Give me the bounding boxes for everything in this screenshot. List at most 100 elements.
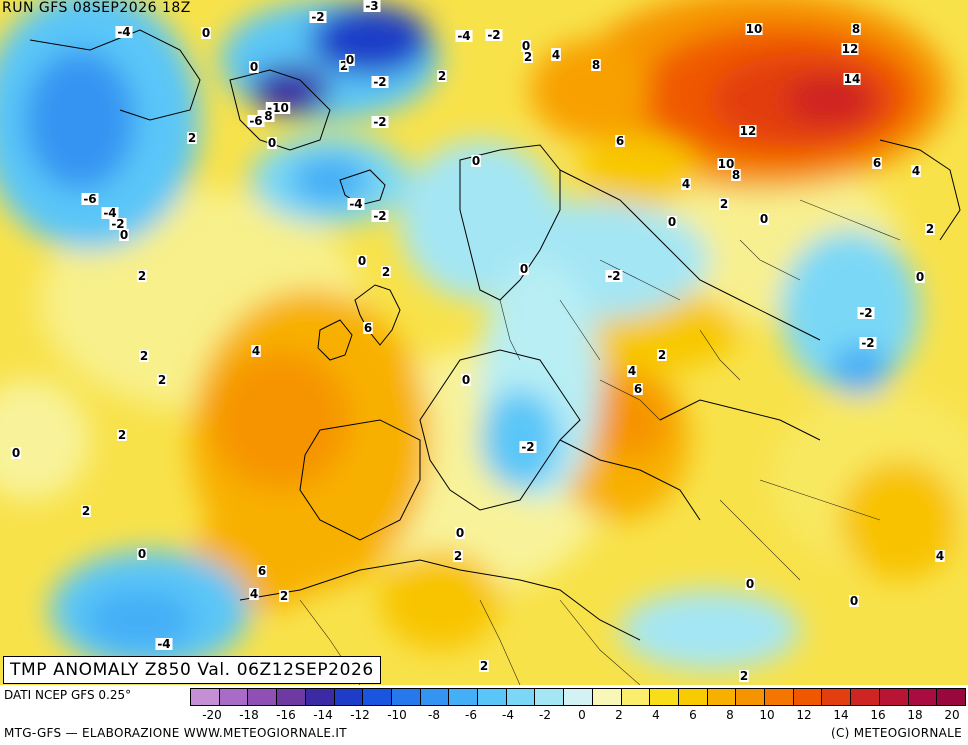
scale-swatch (363, 689, 392, 705)
contour-label: 6 (633, 382, 643, 396)
contour-label: 2 (437, 69, 447, 83)
contour-label: 4 (249, 587, 259, 601)
contour-label: -4 (115, 25, 133, 39)
scale-tick: 2 (615, 708, 623, 722)
contour-label: 0 (667, 215, 677, 229)
svg-text:0: 0 (746, 577, 754, 591)
scale-swatch (535, 689, 565, 705)
contour-label: 0 (201, 26, 211, 40)
contour-label: -2 (605, 269, 623, 283)
scale-tick: -10 (387, 708, 407, 722)
contour-label: 0 (461, 373, 471, 387)
svg-text:-2: -2 (861, 336, 874, 350)
contour-label: 4 (551, 48, 561, 62)
svg-text:0: 0 (916, 270, 924, 284)
contour-label: 0 (119, 228, 129, 242)
contour-label: -2 (371, 209, 389, 223)
svg-text:0: 0 (668, 215, 676, 229)
scale-swatch (736, 689, 766, 705)
run-title: RUN GFS 08SEP2026 18Z (2, 0, 191, 16)
contour-label: 0 (849, 594, 859, 608)
contour-label: -2 (109, 217, 127, 231)
scale-swatch (650, 689, 679, 705)
scale-swatch (793, 689, 823, 705)
contour-label: -6 (81, 192, 99, 206)
svg-text:2: 2 (140, 349, 148, 363)
svg-text:-2: -2 (607, 269, 620, 283)
contour-label: -6 (247, 114, 265, 128)
scale-swatch (277, 689, 306, 705)
svg-text:0: 0 (120, 228, 128, 242)
anomaly-field (0, 0, 968, 670)
scale-swatch (937, 689, 965, 705)
scale-swatch (478, 689, 507, 705)
credit-line: MTG-GFS — ELABORAZIONE WWW.METEOGIORNALE… (4, 726, 347, 740)
scale-swatch (879, 689, 909, 705)
svg-text:-4: -4 (117, 25, 130, 39)
scale-tick: 14 (833, 708, 849, 722)
svg-text:2: 2 (340, 59, 348, 73)
svg-text:10: 10 (718, 157, 735, 171)
contour-label: 0 (345, 53, 355, 67)
contour-label: 14 (843, 72, 861, 86)
svg-text:2: 2 (658, 348, 666, 362)
scale-swatch (449, 689, 479, 705)
svg-text:0: 0 (522, 39, 530, 53)
scale-tick: -16 (276, 708, 296, 722)
svg-text:10: 10 (746, 22, 763, 36)
data-source: DATI NCEP GFS 0.25° (4, 688, 132, 702)
svg-text:2: 2 (118, 428, 126, 442)
svg-text:2: 2 (188, 131, 196, 145)
svg-text:0: 0 (520, 262, 528, 276)
contour-label: -2 (371, 75, 389, 89)
contour-label: 6 (872, 156, 882, 170)
svg-text:2: 2 (158, 373, 166, 387)
contour-label: -4 (155, 637, 173, 651)
svg-text:4: 4 (252, 344, 260, 358)
contour-label: 12 (841, 42, 859, 56)
contour-label: 0 (519, 262, 529, 276)
svg-text:4: 4 (682, 177, 690, 191)
svg-text:-2: -2 (311, 10, 324, 24)
svg-text:2: 2 (82, 504, 90, 518)
contour-label: 2 (339, 59, 349, 73)
scale-swatch (707, 689, 737, 705)
svg-text:-3: -3 (365, 0, 378, 13)
contour-label: 2 (657, 348, 667, 362)
scale-swatch (851, 689, 880, 705)
svg-text:0: 0 (12, 446, 20, 460)
svg-text:-6: -6 (83, 192, 96, 206)
scale-tick: 12 (796, 708, 812, 722)
scale-tick: -8 (428, 708, 440, 722)
svg-text:2: 2 (524, 50, 532, 64)
svg-text:8: 8 (852, 22, 860, 36)
svg-text:0: 0 (358, 254, 366, 268)
contour-label: -2 (859, 336, 877, 350)
svg-text:2: 2 (926, 222, 934, 236)
contour-label: 6 (257, 564, 267, 578)
contour-label: -2 (519, 440, 537, 454)
svg-text:0: 0 (456, 526, 464, 540)
contour-label: 2 (137, 269, 147, 283)
scale-swatch (908, 689, 938, 705)
contour-label: 0 (249, 60, 259, 74)
scale-tick: -4 (502, 708, 514, 722)
svg-text:6: 6 (258, 564, 266, 578)
svg-text:6: 6 (364, 321, 372, 335)
svg-text:-2: -2 (373, 209, 386, 223)
contour-label: 0 (521, 39, 531, 53)
contour-label: -2 (371, 115, 389, 129)
svg-text:8: 8 (732, 168, 740, 182)
contour-label: 0 (471, 154, 481, 168)
svg-text:2: 2 (382, 265, 390, 279)
svg-text:2: 2 (138, 269, 146, 283)
contour-label: -4 (101, 206, 119, 220)
scale-swatch (592, 689, 622, 705)
contour-label: -4 (455, 29, 473, 43)
svg-text:12: 12 (842, 42, 859, 56)
scale-tick: 20 (944, 708, 960, 722)
contour-label: 2 (279, 589, 289, 603)
svg-text:2: 2 (480, 659, 488, 673)
svg-text:-2: -2 (373, 75, 386, 89)
contour-label: 2 (719, 197, 729, 211)
